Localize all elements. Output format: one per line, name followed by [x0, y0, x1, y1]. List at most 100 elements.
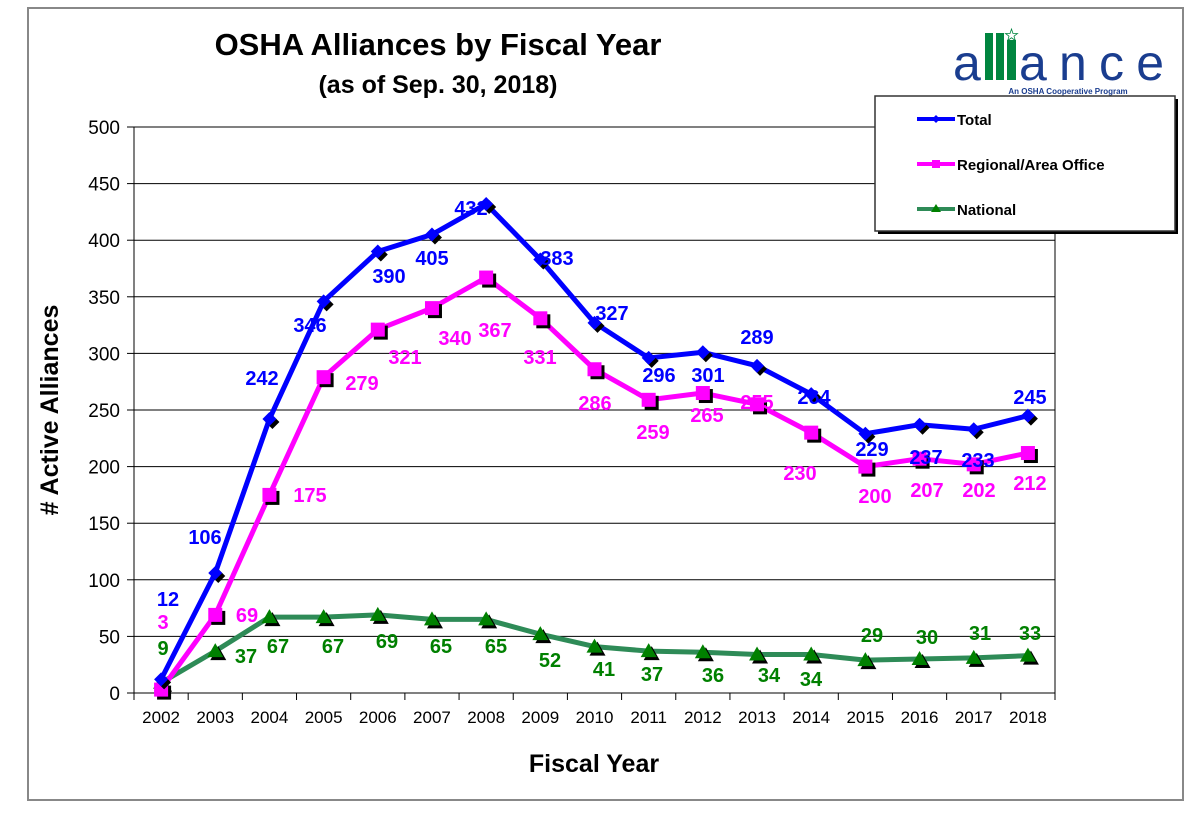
- svg-text:a: a: [953, 35, 981, 91]
- data-label: 367: [478, 320, 511, 342]
- star-icon: [1004, 27, 1019, 42]
- data-point: [641, 392, 656, 407]
- data-point: [1020, 408, 1035, 423]
- series: [153, 196, 1039, 700]
- data-point: [640, 643, 657, 658]
- data-label: 37: [235, 646, 257, 668]
- x-tick-label: 2003: [196, 708, 234, 727]
- data-label: 229: [855, 439, 888, 461]
- data-point: [857, 652, 874, 667]
- data-point: [478, 611, 495, 626]
- y-tick-label: 200: [88, 458, 120, 479]
- chart-subtitle: (as of Sep. 30, 2018): [318, 71, 557, 99]
- x-tick-label: 2009: [521, 708, 559, 727]
- data-point: [803, 646, 820, 661]
- data-point: [966, 457, 981, 472]
- data-label: 279: [345, 373, 378, 395]
- data-point: [533, 252, 548, 267]
- data-label: 34: [800, 669, 823, 691]
- data-label: 207: [910, 480, 943, 502]
- data-label: 3: [157, 612, 168, 634]
- x-tick-label: 2016: [901, 708, 939, 727]
- data-point: [262, 412, 277, 427]
- x-axis-label: Fiscal Year: [529, 750, 659, 778]
- plot-area: [133, 126, 1056, 694]
- data-point: [586, 638, 603, 653]
- y-axis-label: # Active Alliances: [36, 305, 64, 516]
- data-label: 346: [293, 315, 326, 337]
- data-label: 301: [691, 365, 724, 387]
- y-tick-label: 0: [109, 684, 120, 705]
- x-tick-label: 2013: [738, 708, 776, 727]
- data-label: 33: [1019, 623, 1041, 645]
- data-label: 233: [961, 450, 994, 472]
- data-point: [424, 301, 439, 316]
- x-tick-label: 2010: [576, 708, 614, 727]
- data-label: 405: [415, 248, 448, 270]
- data-point: [532, 626, 549, 641]
- y-tick-label: 400: [88, 231, 120, 252]
- data-label: 340: [438, 328, 471, 350]
- data-point: [154, 672, 169, 687]
- data-point: [695, 345, 710, 360]
- svg-text:Total: Total: [957, 112, 992, 129]
- x-tick-label: 2004: [251, 708, 289, 727]
- data-point: [479, 270, 494, 285]
- data-point: [533, 311, 548, 326]
- data-label: 383: [540, 248, 573, 270]
- data-point: [208, 566, 223, 581]
- data-label: 265: [690, 405, 723, 427]
- data-point: [587, 362, 602, 377]
- data-label: 12: [157, 589, 179, 611]
- y-tick-label: 150: [88, 514, 120, 535]
- y-tick-label: 300: [88, 344, 120, 365]
- y-tick-label: 350: [88, 288, 120, 309]
- x-tick-label: 2007: [413, 708, 451, 727]
- x-tick-label: 2008: [467, 708, 505, 727]
- data-label: 259: [636, 422, 669, 444]
- data-point: [316, 370, 331, 385]
- svg-text:National: National: [957, 202, 1016, 219]
- data-point: [750, 397, 765, 412]
- svg-text:Regional/Area Office: Regional/Area Office: [957, 157, 1105, 174]
- data-label: 41: [593, 659, 615, 681]
- data-point: [695, 386, 710, 401]
- data-point: [858, 459, 873, 474]
- data-point: [912, 417, 927, 432]
- legend-item-regional: Regional/Area Office: [917, 157, 1105, 174]
- data-label: 237: [909, 447, 942, 469]
- data-label: 432: [454, 198, 487, 220]
- data-point: [261, 609, 278, 624]
- data-label: 36: [702, 665, 724, 687]
- x-tick-label: 2014: [792, 708, 830, 727]
- data-point: [315, 609, 332, 624]
- data-label: 30: [916, 627, 938, 649]
- data-point: [750, 358, 765, 373]
- data-point: [369, 606, 386, 621]
- x-tick-label: 2012: [684, 708, 722, 727]
- data-label: 245: [1013, 387, 1046, 409]
- data-label: 106: [188, 527, 221, 549]
- data-label: 296: [642, 365, 675, 387]
- data-point: [316, 294, 331, 309]
- data-point: [912, 451, 927, 466]
- y-tick-label: 50: [99, 627, 120, 648]
- data-label: 65: [485, 636, 507, 658]
- data-label: 175: [293, 485, 326, 507]
- x-tick-label: 2006: [359, 708, 397, 727]
- legend-item-total: Total: [917, 112, 992, 129]
- y-tick-label: 100: [88, 571, 120, 592]
- data-label: 29: [861, 625, 883, 647]
- data-label: 230: [783, 463, 816, 485]
- logo-tagline: An OSHA Cooperative Program: [1008, 87, 1127, 96]
- data-point: [966, 422, 981, 437]
- data-point: [641, 350, 656, 365]
- data-label: 34: [758, 665, 781, 687]
- data-point: [479, 196, 494, 211]
- y-tick-label: 250: [88, 401, 120, 422]
- x-tick-label: 2017: [955, 708, 993, 727]
- data-label: 286: [578, 393, 611, 415]
